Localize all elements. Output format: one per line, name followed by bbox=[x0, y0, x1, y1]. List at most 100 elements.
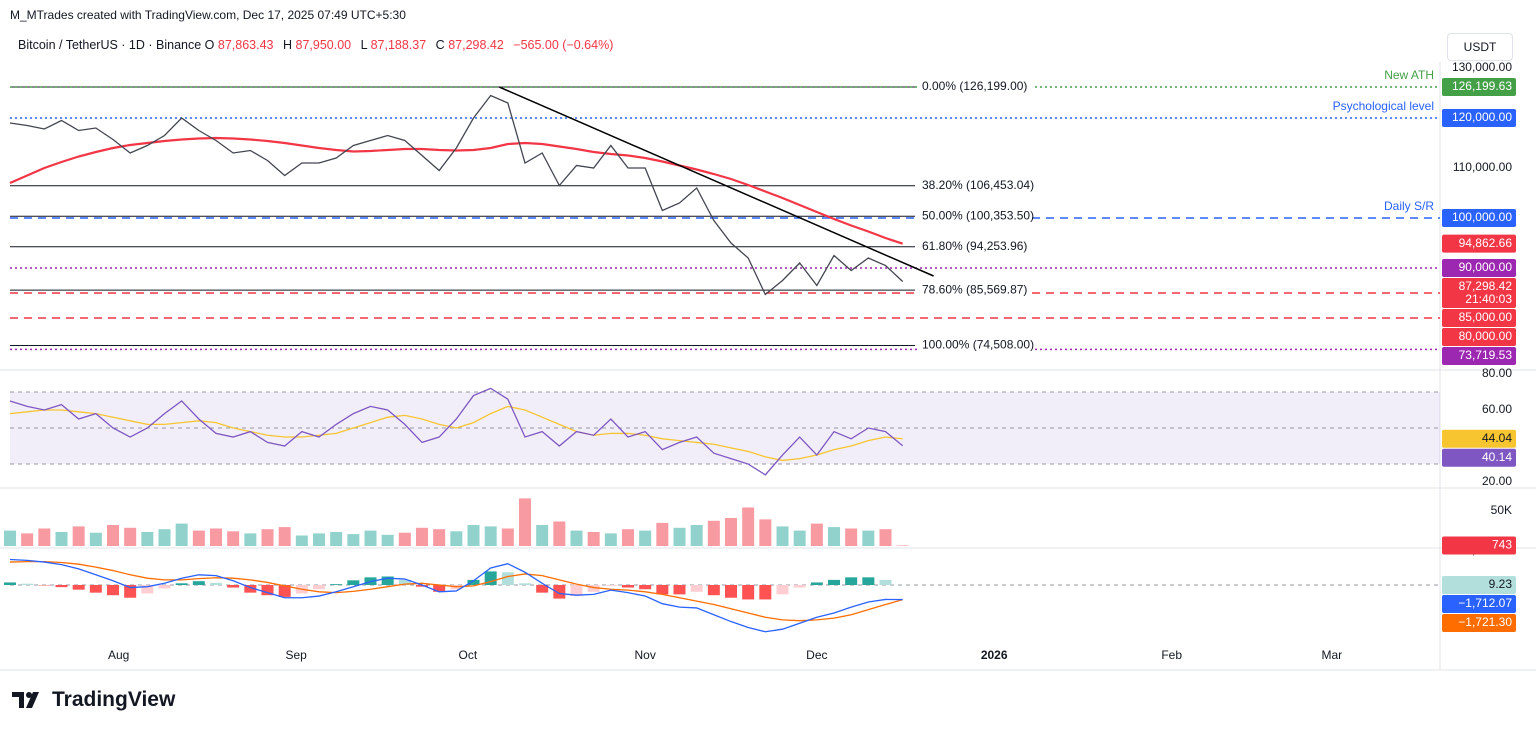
fib-label-bg bbox=[920, 209, 1032, 224]
volume-bar bbox=[89, 532, 102, 546]
change: −565.00 (−0.64%) bbox=[513, 38, 614, 52]
price-label-box bbox=[1442, 259, 1516, 277]
fib-label-bg bbox=[920, 178, 1032, 193]
y-tick-label: 130,000.00 bbox=[1452, 60, 1512, 74]
price-label: 120,000.00 bbox=[1452, 110, 1512, 124]
fib-label-bg bbox=[920, 80, 1032, 95]
histogram-bar bbox=[381, 576, 394, 585]
histogram-bar bbox=[141, 584, 154, 594]
histogram-bar bbox=[278, 584, 291, 597]
volume-bar bbox=[227, 531, 240, 546]
fib-label: 78.60% (85,569.87) bbox=[922, 282, 1027, 296]
histogram-bar bbox=[192, 581, 205, 585]
price-label: 100,000.00 bbox=[1452, 210, 1512, 224]
price-label: 40.14 bbox=[1482, 450, 1512, 464]
price-label-box bbox=[1442, 78, 1516, 97]
x-tick-label: Dec bbox=[806, 648, 827, 662]
histogram-bar bbox=[862, 577, 875, 585]
volume-bar bbox=[72, 526, 85, 546]
y-tick-label: 20.00 bbox=[1482, 474, 1512, 488]
volume-bar bbox=[896, 545, 909, 546]
volume-bar bbox=[742, 507, 755, 546]
price-label-box bbox=[1442, 278, 1516, 308]
volume-bar bbox=[484, 526, 497, 546]
histogram-bar bbox=[828, 579, 841, 585]
histogram-bar bbox=[776, 584, 789, 595]
price-label-box bbox=[1442, 594, 1516, 613]
fib-label-bg bbox=[920, 338, 1032, 353]
currency[interactable]: USDT bbox=[1447, 33, 1513, 61]
histogram-bar bbox=[21, 583, 34, 585]
volume-bar bbox=[38, 528, 51, 546]
volume-bar bbox=[639, 530, 652, 546]
price-label: −1,712.07 bbox=[1458, 596, 1512, 610]
series-line bbox=[9, 558, 903, 633]
price-label: 94,862.66 bbox=[1459, 236, 1513, 250]
volume-bar bbox=[433, 529, 446, 546]
level-name: Daily S/R bbox=[1384, 199, 1434, 213]
histogram-bar bbox=[845, 577, 858, 585]
volume-bar bbox=[501, 528, 514, 546]
histogram-bar bbox=[604, 584, 617, 586]
volume-bar bbox=[793, 530, 806, 546]
y-tick-label: 60.00 bbox=[1482, 402, 1512, 416]
symbol-bar: Bitcoin / TetherUS · 1D · Binance O 87,8… bbox=[18, 38, 619, 52]
x-tick-label: 2026 bbox=[981, 648, 1008, 662]
volume-bar bbox=[347, 534, 360, 546]
price-label: 73,719.53 bbox=[1459, 348, 1513, 362]
volume-bar bbox=[862, 530, 875, 546]
histogram-bar bbox=[622, 584, 635, 588]
series-line bbox=[9, 405, 903, 462]
volume-bar bbox=[124, 527, 137, 546]
ohlc-key: H bbox=[282, 38, 293, 52]
volume-bar bbox=[604, 533, 617, 546]
volume-bar bbox=[141, 532, 154, 546]
volume-bar bbox=[810, 523, 823, 546]
histogram-bar bbox=[398, 579, 411, 585]
level-name: New ATH bbox=[1384, 68, 1434, 82]
histogram-bar bbox=[55, 584, 68, 588]
logo: TradingView bbox=[12, 688, 175, 712]
level-name: Psychological level bbox=[1333, 99, 1434, 113]
volume-bar bbox=[278, 527, 291, 546]
price-label-box bbox=[1442, 234, 1516, 253]
volume-bar bbox=[4, 530, 16, 546]
histogram-bar bbox=[793, 584, 806, 588]
volume-bar bbox=[330, 532, 343, 546]
x-tick-label: Feb bbox=[1161, 648, 1182, 662]
histogram-bar bbox=[107, 584, 120, 596]
volume-bar bbox=[416, 527, 429, 546]
fib-label: 0.00% (126,199.00) bbox=[922, 79, 1027, 93]
volume-bar bbox=[725, 518, 738, 546]
ohlc-value: 87,950.00 bbox=[295, 38, 352, 52]
histogram-bar bbox=[656, 584, 669, 595]
fib-label: 38.20% (106,453.04) bbox=[922, 178, 1034, 192]
price-label-box bbox=[1442, 613, 1516, 632]
price-label-box bbox=[1442, 448, 1516, 467]
symbol[interactable]: Bitcoin / TetherUS · 1D · Binance bbox=[18, 38, 202, 52]
volume-bar bbox=[364, 530, 377, 546]
volume-bar bbox=[398, 532, 411, 546]
histogram-bar bbox=[330, 584, 343, 585]
countdown: 21:40:03 bbox=[1465, 292, 1512, 306]
x-tick-label: Aug bbox=[108, 648, 129, 662]
histogram-bar bbox=[484, 571, 497, 585]
logo-text: TradingView bbox=[52, 688, 176, 711]
histogram-bar bbox=[313, 584, 326, 590]
histogram-bar bbox=[879, 579, 892, 585]
ohlc-key: C bbox=[435, 38, 445, 52]
price-label-box bbox=[1442, 328, 1516, 346]
histogram-bar bbox=[467, 579, 480, 585]
volume-bar bbox=[828, 527, 841, 546]
price-label-box bbox=[1442, 429, 1516, 448]
histogram-bar bbox=[244, 584, 257, 593]
histogram-bar bbox=[124, 584, 137, 598]
price-label: 9.23 bbox=[1489, 577, 1513, 591]
price-label-box bbox=[1442, 309, 1516, 327]
fib-label-bg bbox=[920, 283, 1032, 298]
price-label: 743 bbox=[1492, 538, 1512, 552]
volume-bar bbox=[759, 519, 772, 546]
histogram-bar bbox=[227, 584, 240, 588]
histogram-bar bbox=[707, 584, 720, 596]
histogram-bar bbox=[158, 584, 171, 589]
